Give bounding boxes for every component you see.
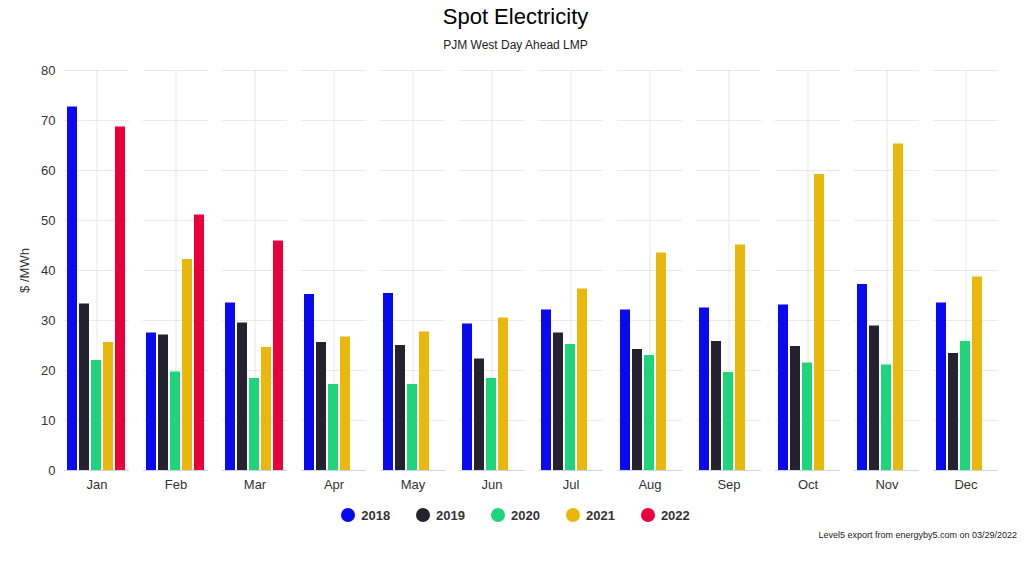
svg-text:May: May bbox=[401, 477, 426, 492]
svg-text:60: 60 bbox=[41, 163, 55, 178]
svg-text:0: 0 bbox=[48, 463, 55, 478]
svg-text:Mar: Mar bbox=[244, 477, 267, 492]
html-text:Spot Electricity: Spot Electricity bbox=[442, 4, 589, 29]
html-text:2019: 2019 bbox=[436, 507, 465, 523]
html-text:2022: 2022 bbox=[660, 507, 690, 523]
html-text:2020: 2020 bbox=[511, 507, 540, 523]
svg-text:Oct: Oct bbox=[798, 477, 819, 492]
svg-text:Aug: Aug bbox=[638, 477, 661, 492]
svg-text:20: 20 bbox=[41, 363, 55, 378]
svg-text:Feb: Feb bbox=[165, 477, 187, 492]
svg-text:80: 80 bbox=[41, 63, 55, 78]
svg-text:Jan: Jan bbox=[87, 477, 108, 492]
svg-text:50: 50 bbox=[41, 213, 55, 228]
svg-text:Jun: Jun bbox=[482, 477, 503, 492]
svg-text:10: 10 bbox=[41, 413, 55, 428]
svg-text:Jul: Jul bbox=[563, 477, 580, 492]
svg-text:70: 70 bbox=[41, 113, 55, 128]
html-text:Level5 export from energyby5.c: Level5 export from energyby5.com on 03/2… bbox=[818, 530, 1017, 540]
svg-text:Dec: Dec bbox=[954, 477, 978, 492]
html-text:PJM West Day Ahead LMP: PJM West Day Ahead LMP bbox=[443, 38, 588, 52]
html-text:2021: 2021 bbox=[586, 507, 615, 523]
svg-text:Apr: Apr bbox=[324, 477, 345, 492]
svg-text:$ /MWh: $ /MWh bbox=[17, 248, 32, 293]
svg-text:40: 40 bbox=[41, 263, 55, 278]
svg-text:Nov: Nov bbox=[875, 477, 899, 492]
svg-text:Sep: Sep bbox=[717, 477, 740, 492]
svg-text:30: 30 bbox=[41, 313, 55, 328]
html-text:2018: 2018 bbox=[361, 507, 391, 523]
